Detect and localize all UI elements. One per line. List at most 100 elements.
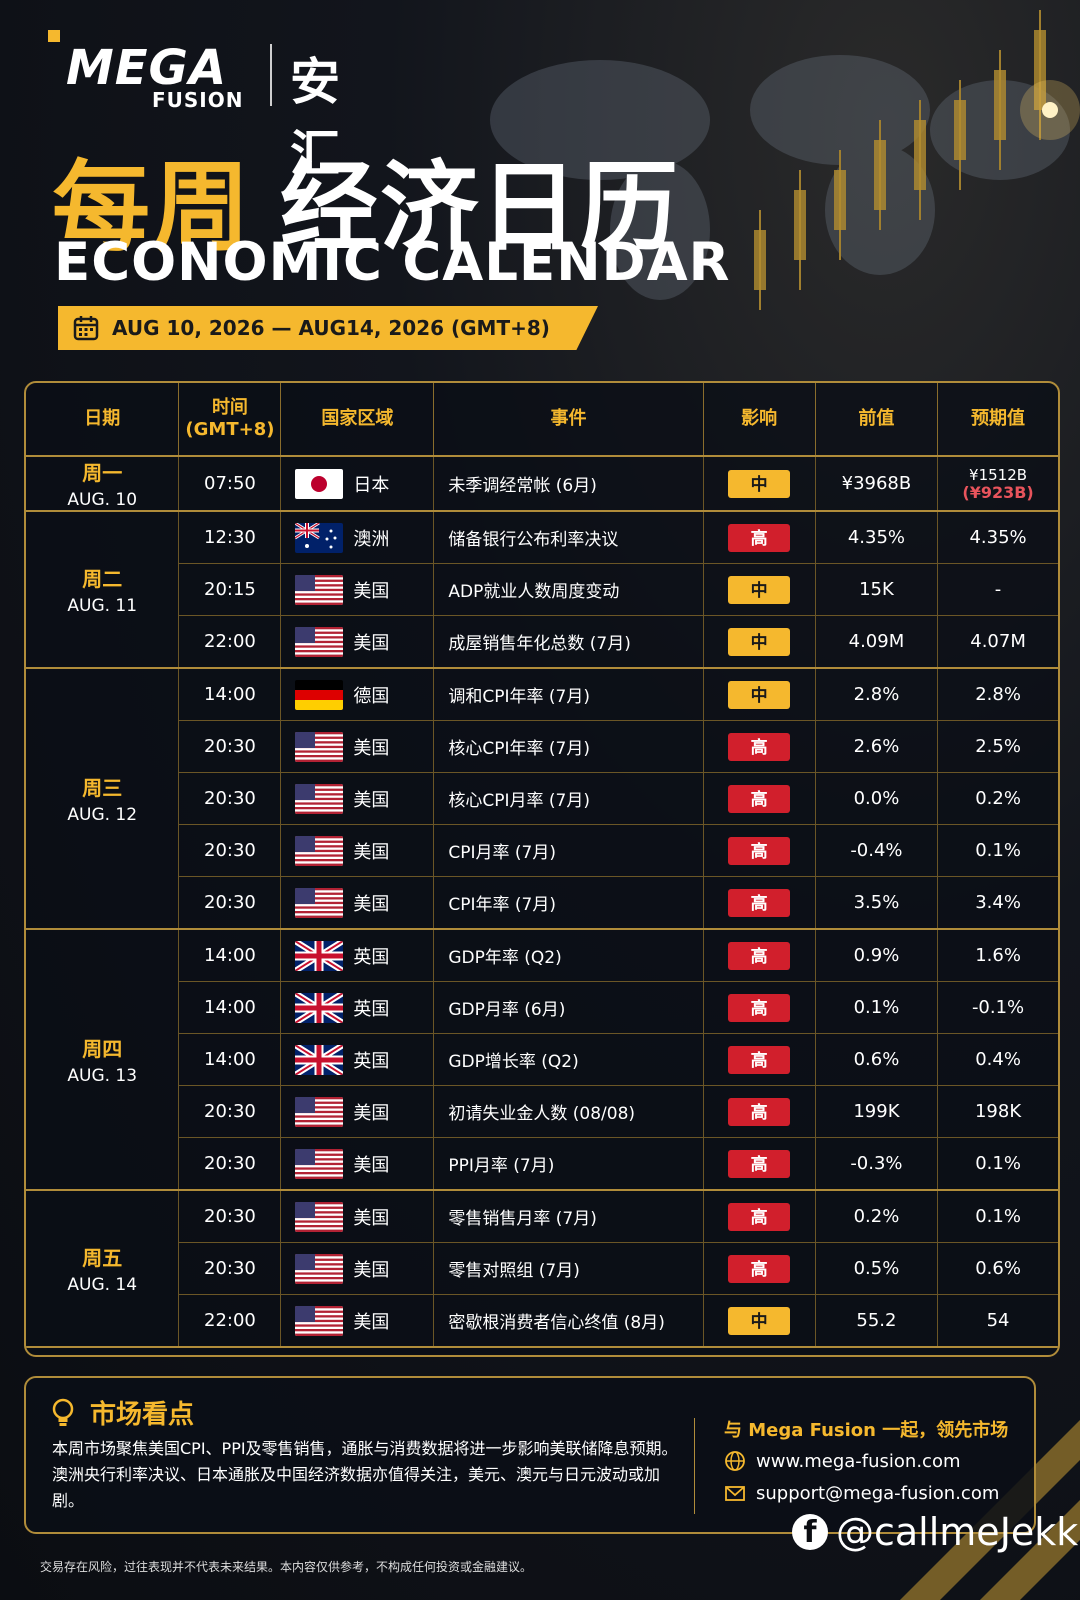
previous-cell: 2.6% <box>815 720 939 773</box>
day-date: AUG. 10 <box>67 490 138 510</box>
mail-icon <box>725 1486 745 1501</box>
impact-badge: 高 <box>728 888 791 917</box>
globe-icon <box>725 1451 745 1471</box>
forecast-cell: 198K <box>937 1085 1058 1138</box>
country-cell: 英国 <box>280 929 435 982</box>
market-outlook-heading: 市场看点 <box>90 1400 195 1430</box>
country-name: 德国 <box>353 685 390 707</box>
table-row: 20:30 美国 PPI月率 (7月) 高 -0.3% 0.1% <box>26 1137 1058 1191</box>
previous-cell: 2.8% <box>815 668 939 721</box>
forecast-cell: 4.07M <box>937 615 1058 669</box>
table-row: 周五 AUG. 14 20:30 美国 零售销售月率 (7月) 高 0.2% 0.1% <box>26 1190 1058 1348</box>
country-cell: 美国 <box>280 1085 435 1138</box>
forecast-cell: 0.4% <box>937 1033 1058 1086</box>
table-row: 20:30 美国 核心CPI年率 (7月) 高 2.6% 2.5% <box>26 720 1058 773</box>
event-cell: 成屋销售年化总数 (7月) <box>433 615 704 669</box>
social-handle[interactable]: f @callmeJekk <box>792 1510 1078 1554</box>
country-name: 美国 <box>353 1259 390 1281</box>
table-row: 周三 AUG. 12 14:00 德国 调和CPI年率 (7月) 中 2.8% 2.8% <box>26 668 1058 930</box>
impact-cell: 高 <box>703 772 816 825</box>
table-row: 周一 AUG. 10 07:50 日本 未季调经常帐 (6月) 中 ¥3968B ¥1512B… <box>26 456 1058 512</box>
event-cell: 未季调经常帐 (6月) <box>433 456 704 512</box>
event-cell: GDP增长率 (Q2) <box>433 1033 704 1086</box>
previous-cell: 15K <box>815 563 939 616</box>
event-cell: GDP年率 (Q2) <box>433 929 704 982</box>
impact-cell: 高 <box>703 1242 816 1295</box>
website-url: www.mega-fusion.com <box>756 1450 961 1472</box>
country-name: 美国 <box>353 1154 390 1176</box>
country-name: 美国 <box>353 893 390 915</box>
table-row: 周四 AUG. 13 14:00 英国 GDP年率 (Q2) 高 0.9% 1.6% <box>26 929 1058 1191</box>
website-link[interactable]: www.mega-fusion.com <box>724 1450 961 1472</box>
impact-badge: 高 <box>728 523 791 552</box>
country-name: 美国 <box>353 1102 390 1124</box>
time-cell: 20:15 <box>178 563 282 616</box>
country-name: 英国 <box>353 998 390 1020</box>
flag-icon <box>295 1253 344 1284</box>
country-cell: 美国 <box>280 1242 435 1295</box>
previous-cell: 0.9% <box>815 929 939 982</box>
time-cell: 12:30 <box>178 511 282 564</box>
previous-cell: 4.35% <box>815 511 939 564</box>
impact-cell: 中 <box>703 1294 816 1348</box>
header-time: 时间 (GMT+8) <box>178 383 282 457</box>
impact-cell: 高 <box>703 1033 816 1086</box>
country-name: 美国 <box>353 1207 390 1229</box>
flag-icon <box>295 1148 344 1179</box>
calendar-icon <box>73 316 99 341</box>
time-cell: 20:30 <box>178 1242 282 1295</box>
time-cell: 14:00 <box>178 981 282 1034</box>
time-cell: 20:30 <box>178 1190 282 1243</box>
event-cell: GDP月率 (6月) <box>433 981 704 1034</box>
table-row: 20:15 美国 ADP就业人数周度变动中 15K - <box>26 563 1058 616</box>
panel-divider <box>694 1418 695 1514</box>
country-cell: 德国 <box>280 668 435 721</box>
impact-cell: 高 <box>703 876 816 930</box>
day-date: AUG. 11 <box>67 596 138 616</box>
country-cell: 美国 <box>280 772 435 825</box>
impact-badge: 中 <box>728 627 791 656</box>
impact-cell: 高 <box>703 1085 816 1138</box>
economic-calendar-table: 日期 时间 (GMT+8) 国家区域 事件 影响 前值 预期值 周一 AUG. 10… <box>24 381 1060 1357</box>
event-cell: CPI月率 (7月) <box>433 824 704 877</box>
country-name: 美国 <box>353 580 390 602</box>
country-cell: 美国 <box>280 720 435 773</box>
market-outlook-panel: 市场看点 本周市场聚焦美国CPI、PPI及零售销售，通胀与消费数据将进一步影响美… <box>24 1376 1036 1534</box>
impact-badge: 中 <box>728 575 791 604</box>
weekday: 周五 <box>82 1246 123 1270</box>
event-cell: 初请失业金人数 (08/08) <box>433 1085 704 1138</box>
title-main: 经济日历 <box>280 151 681 265</box>
forecast-cell: 0.1% <box>937 1190 1058 1243</box>
impact-cell: 高 <box>703 824 816 877</box>
country-cell: 美国 <box>280 876 435 930</box>
day-cell: 周三 AUG. 12 <box>26 668 180 930</box>
previous-cell: 0.5% <box>815 1242 939 1295</box>
impact-badge: 高 <box>728 732 791 761</box>
country-cell: 美国 <box>280 824 435 877</box>
header-previous: 前值 <box>815 383 939 457</box>
country-name: 英国 <box>353 1050 390 1072</box>
date-range-badge: AUG 10, 2026 — AUG14, 2026 (GMT+8) <box>58 306 598 350</box>
flag-icon <box>295 887 344 918</box>
logo-subtitle: FUSION <box>152 88 244 112</box>
header-country: 国家区域 <box>280 383 435 457</box>
impact-cell: 高 <box>703 929 816 982</box>
weekday: 周一 <box>82 461 123 485</box>
impact-badge: 高 <box>728 836 791 865</box>
forecast-cell: 0.1% <box>937 1137 1058 1191</box>
weekday: 周四 <box>82 1037 123 1061</box>
country-cell: 美国 <box>280 563 435 616</box>
impact-cell: 中 <box>703 668 816 721</box>
table-row: 22:00 美国 成屋销售年化总数 (7月) 中 4.09M 4.07M <box>26 615 1058 669</box>
time-cell: 20:30 <box>178 1137 282 1191</box>
email-link[interactable]: support@mega-fusion.com <box>724 1482 999 1504</box>
flag-icon <box>295 992 344 1023</box>
time-cell: 20:30 <box>178 772 282 825</box>
impact-badge: 中 <box>728 469 791 498</box>
flag-icon <box>295 940 344 971</box>
impact-badge: 高 <box>728 1149 791 1178</box>
day-date: AUG. 12 <box>67 805 138 825</box>
facebook-icon: f <box>792 1514 828 1550</box>
risk-disclaimer: 交易存在风险，过往表现并不代表未来结果。本内容仅供参考，不构成任何投资或金融建议… <box>40 1560 533 1574</box>
social-handle-text: @callmeJekk <box>836 1510 1079 1554</box>
